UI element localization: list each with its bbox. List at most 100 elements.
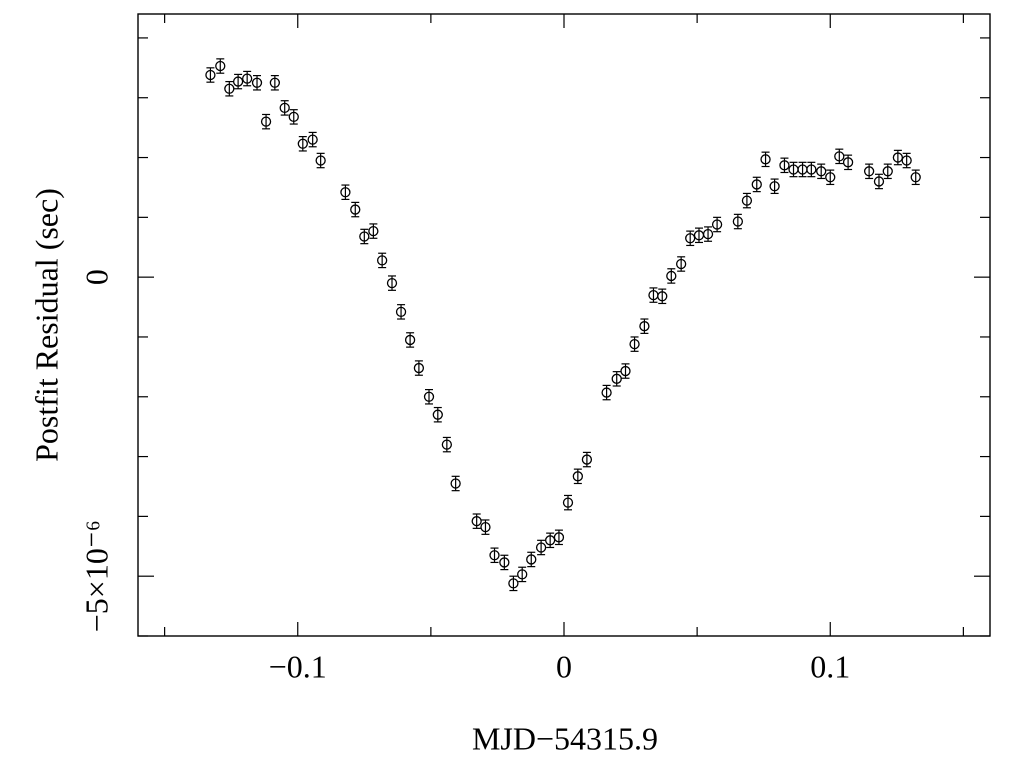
data-point (611, 371, 622, 387)
marker (404, 334, 416, 346)
marker (251, 77, 263, 88)
marker (340, 187, 351, 198)
marker (732, 216, 744, 227)
data-point (535, 539, 547, 556)
marker (825, 172, 836, 183)
data-point (450, 475, 461, 492)
data-point (741, 192, 753, 209)
x-axis-label: MJD−54315.9 (472, 720, 658, 756)
marker (517, 569, 528, 580)
data-point (620, 363, 631, 379)
plot-frame (137, 13, 991, 637)
marker (242, 73, 253, 84)
marker (260, 116, 272, 127)
data-point (863, 163, 875, 180)
marker (553, 532, 565, 543)
data-point (788, 161, 799, 178)
data-point (910, 169, 921, 186)
data-point (269, 75, 281, 91)
marker (666, 270, 677, 282)
data-point (892, 149, 904, 166)
marker (842, 157, 854, 168)
marker (901, 155, 912, 166)
data-point (693, 227, 705, 244)
marker (423, 391, 435, 402)
marker (639, 321, 650, 332)
marker (629, 338, 640, 350)
marker (377, 255, 388, 266)
data-point (601, 384, 612, 401)
data-point (377, 252, 388, 269)
data-point (581, 451, 593, 468)
marker (601, 387, 612, 398)
marker (450, 478, 461, 489)
marker (834, 151, 845, 162)
marker (863, 166, 875, 177)
data-point (806, 161, 817, 178)
data-point (471, 513, 482, 529)
data-point (432, 406, 443, 423)
marker (779, 160, 790, 171)
data-point (842, 154, 854, 171)
marker (741, 195, 753, 206)
marker (760, 154, 771, 165)
marker (751, 179, 762, 190)
data-point (760, 151, 771, 168)
marker (873, 176, 885, 187)
data-point (307, 131, 318, 148)
data-point (215, 58, 226, 74)
data-point (350, 201, 361, 218)
data-point (751, 176, 762, 193)
marker (386, 277, 398, 289)
data-point (423, 388, 435, 405)
data-point (480, 519, 491, 535)
data-point (769, 178, 780, 195)
y-tick-label: 0 (78, 269, 114, 285)
marker (535, 542, 547, 553)
marker (676, 258, 687, 270)
data-point (825, 169, 836, 186)
data-point (224, 80, 235, 97)
marker (224, 83, 235, 94)
x-tick-label: −0.1 (269, 648, 327, 684)
marker (499, 557, 510, 568)
marker (441, 439, 453, 450)
data-point (666, 268, 677, 284)
x-tick-label: 0 (556, 648, 572, 684)
marker (315, 155, 326, 166)
marker (910, 172, 921, 183)
marker (508, 578, 519, 589)
data-point (279, 100, 290, 116)
data-point (499, 554, 510, 571)
y-axis-label: Postfit Residual (sec) (28, 188, 64, 462)
marker (711, 219, 723, 230)
marker (892, 152, 904, 163)
data-point (260, 113, 272, 130)
data-point (517, 566, 528, 583)
marker (882, 166, 893, 177)
data-point (816, 163, 827, 180)
marker (545, 535, 556, 546)
data-point (711, 216, 723, 233)
data-point (779, 157, 790, 174)
marker (359, 231, 370, 242)
data-point (572, 468, 583, 485)
data-point (545, 532, 556, 549)
data-point (404, 332, 416, 348)
marker (489, 550, 500, 561)
data-point (873, 173, 885, 190)
data-point (205, 67, 216, 83)
marker (769, 181, 780, 192)
marker (620, 365, 631, 377)
x-tick-label: 0.1 (810, 648, 850, 684)
marker (572, 471, 583, 482)
marker (471, 516, 482, 527)
marker (395, 306, 407, 317)
data-point (797, 161, 808, 178)
data-point (368, 223, 379, 239)
data-point (232, 73, 244, 90)
data-point (386, 275, 398, 291)
marker (288, 111, 299, 123)
marker (562, 497, 574, 508)
